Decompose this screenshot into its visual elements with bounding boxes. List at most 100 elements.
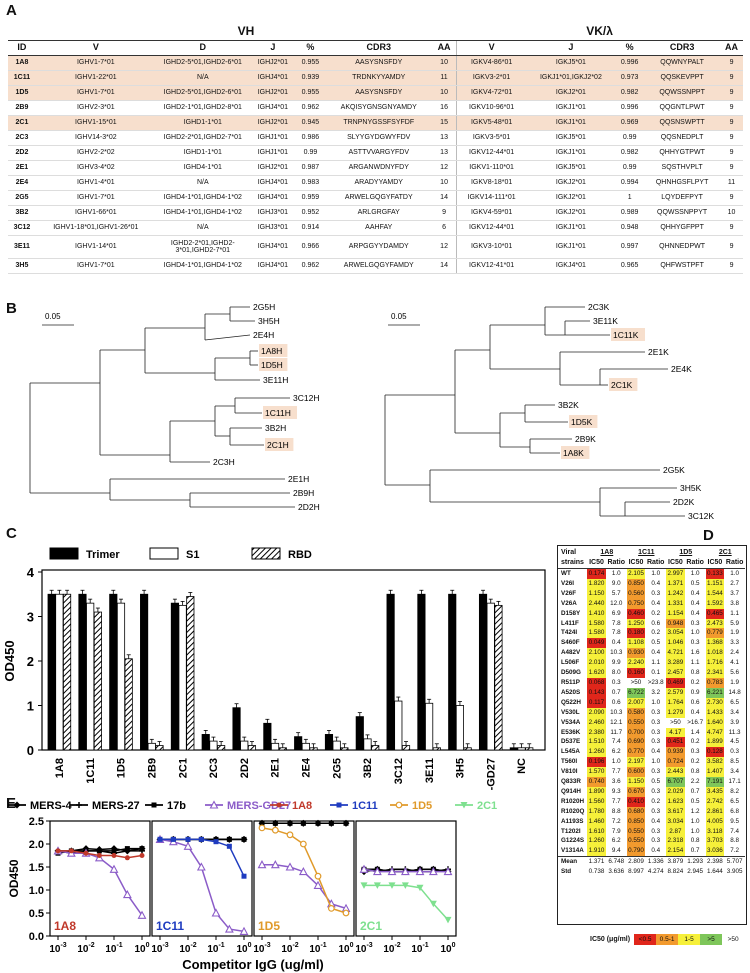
table-cell: 2.997 — [666, 568, 685, 579]
tree-leaf-label: 2E4K — [671, 364, 692, 374]
table-cell: N/A — [155, 220, 250, 236]
table-cell: IGHJ3*01 — [249, 205, 296, 221]
table-row: L545A 1.260 6.2 0.770 0.4 0.939 0.3 0.128 0.3 — [558, 747, 745, 758]
table-cell: 0.4 — [690, 708, 700, 716]
bar — [340, 747, 349, 751]
col-header-8: J — [526, 40, 616, 56]
table-cell: 0.3 — [651, 768, 661, 776]
table-cell: 9 — [720, 70, 743, 86]
table-cell: 10.3 — [610, 708, 623, 716]
table-cell: 2.154 — [666, 846, 685, 857]
table-cell: 0.3 — [651, 738, 661, 746]
table-cell: 1.1 — [690, 659, 700, 667]
row-id: 1C11 — [8, 70, 36, 86]
subheader: IC50 — [626, 558, 646, 569]
data-point — [429, 900, 437, 908]
table-cell: 0.989 — [615, 205, 645, 221]
bar — [463, 747, 472, 751]
table-cell: 0.2 — [690, 678, 700, 686]
table-cell: 1.0 — [651, 698, 661, 706]
tree-leaf-label: 2E1K — [648, 347, 669, 357]
table-cell: 0.600 — [626, 767, 646, 778]
table-cell: >23.8 — [647, 678, 664, 686]
legend-label: MERS-4 — [30, 800, 72, 812]
table-cell: 0.6 — [611, 698, 621, 706]
table-cell: 0.4 — [651, 817, 661, 825]
bar — [124, 658, 133, 751]
tree-leaf-label: 3B2H — [265, 423, 286, 433]
bar — [263, 722, 272, 751]
data-point — [415, 866, 425, 876]
scale-bar-label: 0.05 — [391, 312, 407, 321]
ic50-legend: IC50 (μg/ml) <0.5 0.5-1 1-5 >5 >50 — [590, 934, 745, 945]
col-header-2: D — [155, 40, 250, 56]
data-point — [287, 820, 293, 826]
table-cell: 10 — [432, 55, 457, 71]
table-cell: 1.764 — [666, 697, 685, 708]
y-tick-label: 1.5 — [29, 862, 44, 874]
table-cell: 2.007 — [626, 697, 646, 708]
table-cell: IGKJ2*01 — [526, 190, 616, 206]
data-point — [327, 904, 335, 912]
data-point — [137, 910, 147, 919]
table-cell: IGHD1-1*01 — [155, 145, 250, 161]
table-cell: 1.371 — [588, 858, 605, 866]
table-cell: 4.721 — [666, 648, 685, 659]
table-cell: 6.2 — [611, 837, 621, 845]
table-cell: 0.930 — [626, 648, 646, 659]
table-cell: IGHJ4*01 — [249, 175, 296, 191]
table-cell: 0.962 — [295, 258, 325, 274]
table-cell: 2.105 — [626, 568, 646, 579]
col-header-4: % — [295, 40, 325, 56]
table-cell: 2.473 — [705, 618, 725, 629]
x-tick-label: 10-1 — [411, 942, 428, 955]
col-header-9: % — [615, 40, 645, 56]
table-row: E536K 2.380 11.7 0.700 0.3 4.17 1.4 4.747 11.3 — [558, 727, 745, 738]
table-cell: 0.962 — [295, 100, 325, 116]
strain-name: V810I — [561, 768, 578, 776]
legend-swatch-red: <0.5 — [634, 934, 657, 945]
table-cell: AAHFAY — [324, 220, 433, 236]
table-cell: 0.955 — [295, 55, 325, 71]
table-cell: 0.3 — [690, 619, 700, 627]
group-header: 1C11 — [638, 548, 655, 556]
table-cell: 0.8 — [690, 837, 700, 845]
table-cell: 0.738 — [588, 868, 605, 876]
table-cell: 3.582 — [705, 757, 725, 768]
table-cell: 3.118 — [705, 826, 725, 837]
table-cell: 12 — [432, 160, 457, 176]
table-cell: IGKV3-10*01 — [455, 235, 527, 259]
table-cell: IGKV8-18*01 — [455, 175, 527, 191]
table-cell: 2.861 — [705, 806, 725, 817]
table-cell: 0.3 — [651, 807, 661, 815]
data-point — [239, 926, 249, 935]
table-cell: 0.987 — [295, 160, 325, 176]
table-cell: 0.3 — [651, 787, 661, 795]
data-point — [343, 820, 349, 826]
col-header-10: CDR3 — [644, 40, 721, 56]
table-cell: 0.5 — [690, 797, 700, 805]
table-row: 3B2 IGHV1-66*01 IGHD4-1*01,IGHD4-1*02 IGHJ3… — [8, 205, 743, 221]
bar — [363, 738, 372, 751]
table-cell: IGHV1-7*01 — [35, 258, 156, 274]
table-row: D509G 1.620 8.0 0.160 0.1 2.457 0.8 2.341 5.6 — [558, 668, 745, 678]
subheader: Ratio — [605, 558, 627, 569]
bar — [332, 740, 341, 751]
bar — [178, 604, 187, 751]
table-cell: 5.6 — [730, 669, 740, 677]
table-cell: 0.994 — [615, 175, 645, 191]
table-cell: 1.0 — [611, 758, 621, 766]
strain-name: V534A — [561, 718, 581, 726]
data-point — [285, 862, 295, 871]
table-row: V810I 1.570 7.7 0.600 0.3 2.443 0.8 1.407 3.4 — [558, 767, 745, 778]
table-cell: 1.331 — [666, 598, 685, 609]
table-cell: 9 — [720, 145, 743, 161]
table-cell: IGKJ2*01 — [526, 85, 616, 101]
table-cell: IGKV12-44*01 — [455, 220, 527, 236]
table-row: D537E 1.510 7.4 0.690 0.3 0.451 0.2 1.899 4.5 — [558, 737, 745, 748]
table-cell: IGKV12-44*01 — [455, 145, 527, 161]
table-cell: 0.850 — [626, 578, 646, 589]
table-cell: 2.341 — [705, 668, 725, 678]
table-cell: 0.3 — [651, 718, 661, 726]
table-cell: 4.274 — [647, 868, 664, 876]
